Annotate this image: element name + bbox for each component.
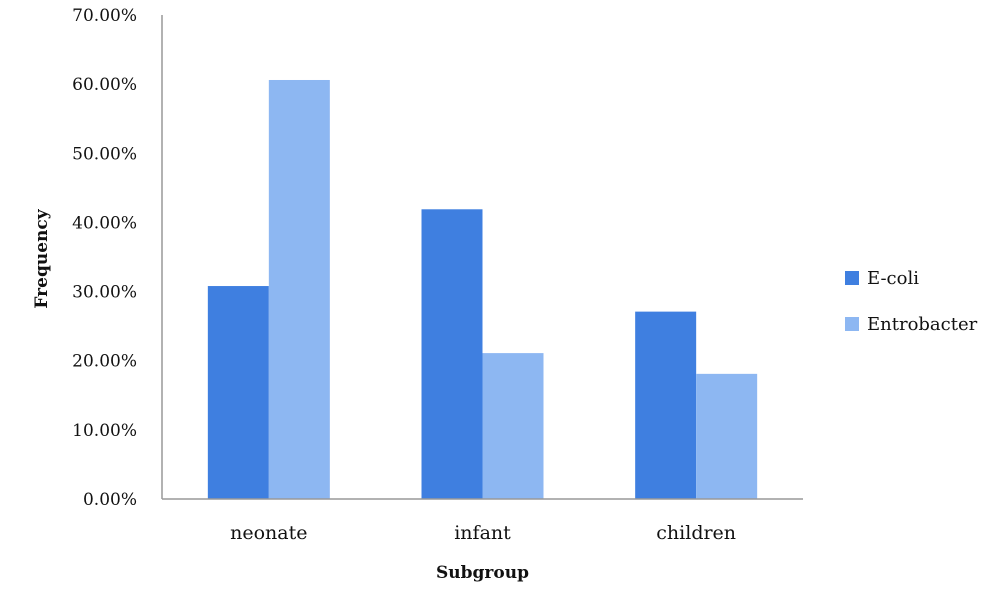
x-tick-label: children xyxy=(656,522,736,544)
x-tick-label: infant xyxy=(454,522,511,544)
x-axis-title: Subgroup xyxy=(436,563,529,583)
bar-infant-entrobacter xyxy=(482,353,544,499)
legend-swatch xyxy=(845,317,859,331)
legend-label: Entrobacter xyxy=(867,314,978,335)
bar-neonate-entrobacter xyxy=(268,79,330,499)
y-tick-label: 50.00% xyxy=(72,144,137,164)
y-tick-label: 20.00% xyxy=(72,352,137,372)
legend-label: E-coli xyxy=(867,268,919,289)
x-axis-labels: neonate infant children xyxy=(230,522,736,544)
bar-children-e-coli xyxy=(635,311,697,499)
y-tick-label: 40.00% xyxy=(72,213,137,233)
y-tick-label: 30.00% xyxy=(72,283,137,303)
y-axis-title: Frequency xyxy=(32,208,52,308)
legend: E-coli Entrobacter xyxy=(845,268,978,335)
y-tick-label: 0.00% xyxy=(83,490,137,510)
bars xyxy=(207,79,758,499)
y-tick-label: 60.00% xyxy=(72,75,137,95)
bar-neonate-e-coli xyxy=(207,286,269,499)
y-axis-ticks: 0.00% 10.00% 20.00% 30.00% 40.00% 50.00% 60.00… xyxy=(72,6,137,510)
y-tick-label: 10.00% xyxy=(72,421,137,441)
bar-infant-e-coli xyxy=(421,209,483,499)
y-tick-label: 70.00% xyxy=(72,6,137,26)
bar-children-entrobacter xyxy=(696,373,758,499)
x-tick-label: neonate xyxy=(230,522,307,544)
legend-swatch xyxy=(845,271,859,285)
